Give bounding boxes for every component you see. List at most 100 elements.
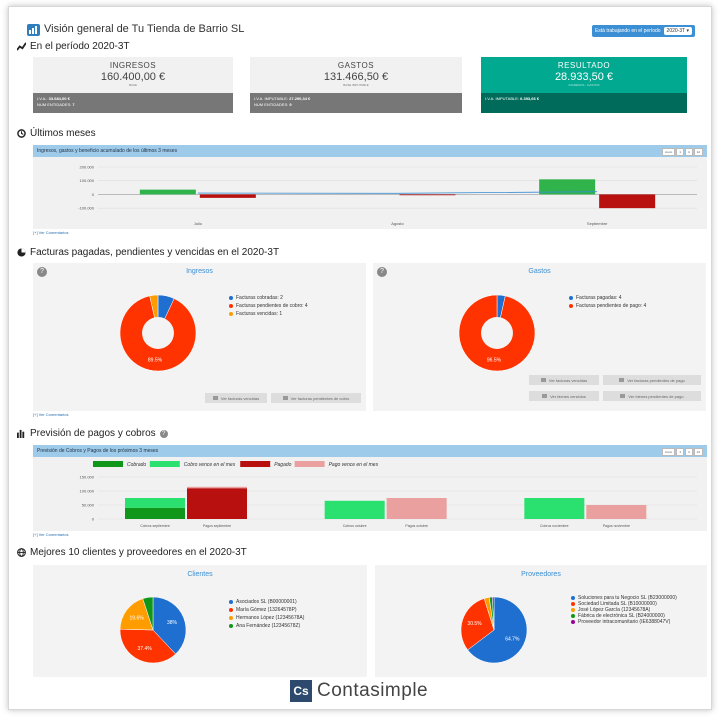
legend-swatch [571, 596, 575, 600]
kpi-line1-label: I.V.A.: [37, 96, 48, 101]
zoom-button-4[interactable]: 4 [684, 148, 693, 156]
kpi-value: 160.400,00 € [100, 71, 166, 83]
help-icon[interactable]: ? [159, 429, 168, 438]
clientes-card-title: Clientes [187, 571, 213, 578]
legend-item: Facturas vencidas: 1 [229, 311, 308, 317]
legend-label: Hermanos López (12345678A) [236, 615, 305, 621]
bar [187, 486, 247, 489]
legend-label: Pagado [274, 462, 291, 468]
bar [125, 507, 185, 519]
button-label: Ver facturas pendientes de cobro [290, 395, 350, 401]
clientes-card: Clientes 38% 37.4% 19.6% Asociados SL (B00… [33, 565, 367, 677]
legend-item: Facturas pendientes de pago: 4 [569, 303, 646, 309]
section-invoices-label: Facturas pagadas, pendientes y vencidas … [30, 247, 280, 258]
invoices-comments-link[interactable]: [+] Ver Comentarios [33, 412, 69, 417]
y-tick-label: 100.000 [80, 178, 95, 183]
list-icon [620, 394, 626, 398]
zoom-button-1[interactable]: 1 [676, 148, 684, 156]
zoom-button-1[interactable]: 1 [676, 448, 684, 456]
section-period-title: En el período 2020-3T [17, 41, 130, 52]
donut-hole [481, 317, 513, 349]
ver-facturas-vencidas-button[interactable]: Ver facturas vencidas [205, 393, 267, 403]
list-icon [282, 396, 288, 400]
pie-slice [119, 628, 176, 664]
clientes-pie-chart: 38% 37.4% 19.6% [119, 596, 187, 664]
y-tick-label: 50.000 [82, 503, 95, 508]
app-window: Visión general de Tu Tienda de Barrio SL… [8, 6, 712, 710]
x-tick-label: Cobros noviembre [540, 524, 569, 528]
section-forecast-label: Previsión de pagos y cobros [30, 428, 156, 439]
ver-bienes-pendientes-button[interactable]: Ver bienes pendientes de pago [603, 391, 701, 401]
proveedores-card: Proveedores 64.7% 30.5% Soluciones para t… [375, 565, 707, 677]
legend-swatch [571, 608, 575, 612]
ver-pendientes-pago-button[interactable]: Ver facturas pendientes de pago [603, 375, 701, 385]
legend-swatch [229, 616, 233, 620]
globe-icon [17, 548, 26, 557]
legend-label: Facturas cobradas: 2 [236, 295, 283, 301]
gastos-card: ? Gastos 96.5% Facturas pagadas: 4 Factu… [373, 263, 706, 411]
legend-item: José López García (12345678A) [571, 607, 677, 613]
ver-bienes-vencidos-button[interactable]: Ver bienes vencidos [529, 391, 599, 401]
pie-slice [119, 598, 154, 631]
period-value: 2020-3T [666, 28, 686, 34]
kpi-line1-label: I.V.A. IMPUTABLE: [254, 96, 289, 101]
legend-item: Facturas cobradas: 2 [229, 295, 308, 301]
section-invoices-title: Facturas pagadas, pendientes y vencidas … [17, 247, 279, 258]
legend-swatch [229, 600, 233, 604]
legend-swatch [229, 312, 233, 316]
ingresos-card: ? Ingresos 89.5% Facturas cobradas: 2 Fa… [33, 263, 366, 411]
legend-swatch [571, 620, 575, 624]
pie-data-label: 30.5% [467, 621, 482, 627]
y-tick-label: 0 [92, 517, 95, 522]
series-line [197, 191, 598, 194]
x-tick-label: Julio [194, 221, 203, 226]
legend-label: Proveedor intracomunitario (IE6388047V) [578, 619, 671, 625]
proveedores-pie-chart: 64.7% 30.5% [460, 596, 528, 664]
legend-label: Soluciones para tu Negocio SL (B23000000… [578, 595, 677, 601]
legend-label: Cobro vence en el mes [184, 462, 236, 468]
months-comments-link[interactable]: [+] Ver Comentarios [33, 230, 69, 235]
y-tick-label: 0 [92, 192, 95, 197]
legend-label: Fábrica de electrónica SL (B24000000) [578, 613, 665, 619]
legend-swatch [93, 461, 123, 467]
period-label: Está trabajando en el período [594, 28, 661, 34]
bar [324, 500, 385, 519]
forecast-panel-title: Previsión de Cobros y Pagos de los próxi… [33, 445, 707, 457]
zoom-button[interactable]: zoom [661, 148, 676, 156]
kpi-value: 28.933,50 € [554, 71, 614, 83]
ver-pendientes-cobro-button[interactable]: Ver facturas pendientes de cobro [271, 393, 361, 403]
zoom-button-4[interactable]: 4 [684, 448, 693, 456]
zoom-button-12[interactable]: 12 [693, 448, 703, 456]
pie-slice [152, 596, 187, 655]
forecast-comments-link[interactable]: [+] Ver Comentarios [33, 532, 69, 537]
section-top-title: Mejores 10 clientes y proveedores en el … [17, 547, 247, 558]
zoom-button-12[interactable]: 12 [693, 148, 703, 156]
period-selector[interactable]: Está trabajando en el período 2020-3T ▾ [591, 25, 695, 37]
ver-facturas-vencidas-button[interactable]: Ver facturas vencidas [529, 375, 599, 385]
section-forecast-title: Previsión de pagos y cobros ? [17, 428, 168, 439]
legend-label: María Gómez (13264578P) [236, 607, 297, 613]
bar-chart-icon [17, 429, 25, 438]
button-label: Ver facturas pendientes de pago [627, 377, 685, 383]
legend-swatch [229, 608, 233, 612]
period-select[interactable]: 2020-3T ▾ [663, 27, 692, 35]
pie-slice [460, 598, 495, 651]
list-icon [212, 396, 218, 400]
section-top-label: Mejores 10 clientes y proveedores en el … [30, 547, 247, 558]
contasimple-logo: Cs Contasimple [290, 680, 428, 702]
months-zoom-buttons: zoom 1 4 12 [661, 148, 703, 156]
legend-swatch [229, 304, 233, 308]
help-icon[interactable]: ? [37, 267, 47, 277]
kpi-label: GASTOS [337, 61, 375, 70]
kpi-line2-value: 7 [72, 102, 75, 107]
help-icon[interactable]: ? [377, 267, 387, 277]
legend-swatch [294, 461, 325, 467]
proveedores-legend: Soluciones para tu Negocio SL (B23000000… [571, 595, 677, 625]
legend-swatch [240, 461, 271, 467]
y-tick-label: 150.000 [80, 475, 95, 480]
months-panel-title: Ingresos, gastos y beneficio acumulado d… [33, 145, 707, 157]
pie-slice [492, 596, 495, 631]
proveedores-card-title: Proveedores [521, 571, 561, 578]
forecast-zoom-buttons: zoom 1 4 12 [661, 448, 703, 456]
zoom-button[interactable]: zoom [661, 448, 676, 456]
